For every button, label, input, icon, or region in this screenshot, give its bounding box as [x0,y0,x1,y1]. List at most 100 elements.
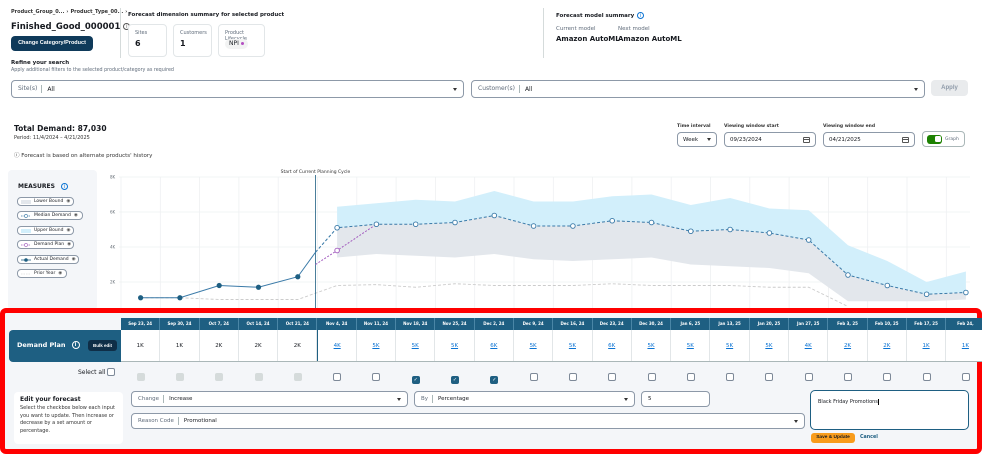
demand-plan-cell[interactable]: 6K [593,330,632,361]
demand-plan-cell[interactable]: 4K [789,330,829,361]
save-update-button[interactable]: Save & Update [811,433,855,443]
customers-select[interactable]: Customer(s) All [471,80,925,98]
column-checkbox[interactable] [765,373,774,381]
sites-select-label: Site(s) [18,85,43,93]
column-checkbox[interactable] [843,373,852,381]
info-icon[interactable]: i [71,341,80,349]
demand-plan-cell[interactable]: 5K [514,330,554,361]
column-checkbox[interactable] [372,373,381,381]
column-checkbox[interactable] [961,373,970,381]
demand-plan-cell[interactable]: 5K [632,330,672,361]
change-label: Change [138,395,165,403]
bulk-edit-button[interactable]: Bulk edit [88,340,117,351]
comment-textarea[interactable]: Black Friday Promotions [810,390,969,430]
checkbox-cell [750,366,789,381]
product-title-text: Finished_Good_000001 [11,22,121,32]
checkbox-cell [671,366,710,381]
measure-toggle[interactable]: Median Demand ◉ [17,211,83,220]
median-demand-point [412,221,419,228]
apply-button[interactable]: Apply [931,80,968,96]
measure-toggle[interactable]: Demand Plan ◉ [17,240,74,249]
column-checkbox[interactable] [883,373,892,381]
column-checkbox[interactable]: ✓ [451,376,460,384]
measure-label: Lower Bound [34,199,64,204]
column-checkbox[interactable] [333,373,342,381]
date-column-header: Jan 27, 25 [789,318,829,330]
column-checkbox[interactable] [529,373,538,381]
column-checkbox[interactable] [568,373,577,381]
eye-icon[interactable]: ◉ [58,271,63,276]
eye-icon[interactable]: ◉ [71,257,76,262]
window-start-input[interactable]: 09/23/2024 [724,132,816,147]
date-column-header: Sep 23, 24 [121,318,161,330]
select-all-label: Select all [78,368,106,376]
demand-plan-cell[interactable]: 2K [868,330,907,361]
measure-swatch-icon [21,257,31,262]
column-checkbox[interactable]: ✓ [490,376,499,384]
window-end-input[interactable]: 04/21/2025 [823,132,915,147]
eye-icon[interactable]: ◉ [66,228,71,233]
sites-select[interactable]: Site(s) All [11,80,464,98]
column-checkbox[interactable] [686,373,695,381]
measure-toggle[interactable]: Prior Year ◉ [17,269,67,278]
demand-plan-cell[interactable]: 6K [475,330,514,361]
demand-plan-cell[interactable]: 5K [553,330,593,361]
demand-plan-label-text: Demand Plan [17,341,66,349]
column-checkbox[interactable]: ✓ [411,376,420,384]
demand-plan-cell[interactable]: 5K [671,330,711,361]
demand-plan-cell: 2K [239,330,279,361]
calendar-icon[interactable] [902,136,909,143]
measure-label: Prior Year [34,271,56,276]
demand-plan-cell[interactable]: 5K [750,330,790,361]
demand-plan-cell[interactable]: 5K [357,330,397,361]
customers-card: Customers 1 [173,24,212,57]
graph-toggle[interactable]: Graph [922,131,965,147]
time-interval-select[interactable]: Week [677,132,717,147]
planning-cycle-label: Start of Current Planning Cycle [281,169,351,175]
measure-toggle[interactable]: Actual Demand ◉ [17,255,79,264]
column-checkbox[interactable] [922,373,931,381]
eye-icon[interactable]: ◉ [67,242,72,247]
info-icon[interactable]: i [60,183,68,190]
info-icon[interactable]: i [637,12,645,19]
demand-plan-cell[interactable]: 1K [907,330,947,361]
demand-plan-cell[interactable]: 5K [396,330,436,361]
column-checkbox[interactable] [608,373,617,381]
measure-toggle[interactable]: Lower Bound ◉ [17,197,74,206]
eye-icon[interactable]: ◉ [73,213,78,218]
reason-code-select[interactable]: Reason Code Promotional [131,413,805,429]
demand-chart: Start of Current Planning Cycle 2K 4K 6K 8K [110,169,970,310]
column-checkbox[interactable] [647,373,656,381]
y-axis-labels: 2K 4K 6K 8K [110,175,116,285]
window-end-value: 04/21/2025 [829,136,861,143]
toggle-switch[interactable] [927,134,942,144]
calendar-icon[interactable] [803,136,810,143]
demand-plan-cell[interactable]: 1K [946,330,982,361]
demand-plan-cell[interactable]: 5K [435,330,475,361]
by-label: By [421,395,434,403]
demand-plan-cell[interactable]: 2K [828,330,868,361]
measure-swatch-icon [21,272,31,276]
breadcrumb: Product_Group_0... › Product_Type_00... › [11,9,129,15]
breadcrumb-product-group[interactable]: Product_Group_0... [11,9,65,15]
demand-plan-cell[interactable]: 5K [710,330,750,361]
breadcrumb-product-type[interactable]: Product_Type_00... [70,9,124,15]
measure-toggle[interactable]: Upper Bound ◉ [17,226,74,235]
caret-down-icon [914,87,918,91]
change-category-product-button[interactable]: Change Category/Product [11,36,93,51]
eye-icon[interactable]: ◉ [66,199,71,204]
median-demand-point [609,218,615,224]
edit-forecast-panel: Edit your forecast Select the checkbox b… [14,392,123,444]
measure-label: Upper Bound [34,228,64,233]
by-select[interactable]: By Percentage [414,391,635,407]
select-all[interactable]: Select all [78,368,116,376]
amount-input[interactable]: 5 [641,391,710,407]
demand-plan-cell[interactable]: 4K [317,330,357,361]
column-checkbox[interactable] [804,373,813,381]
date-column-header: Feb 24, [946,318,982,330]
change-select[interactable]: Change Increase [131,391,408,407]
checkbox-cell [632,366,671,381]
column-checkbox[interactable] [726,373,735,381]
select-all-checkbox[interactable] [107,368,116,376]
cancel-button[interactable]: Cancel [860,435,878,440]
